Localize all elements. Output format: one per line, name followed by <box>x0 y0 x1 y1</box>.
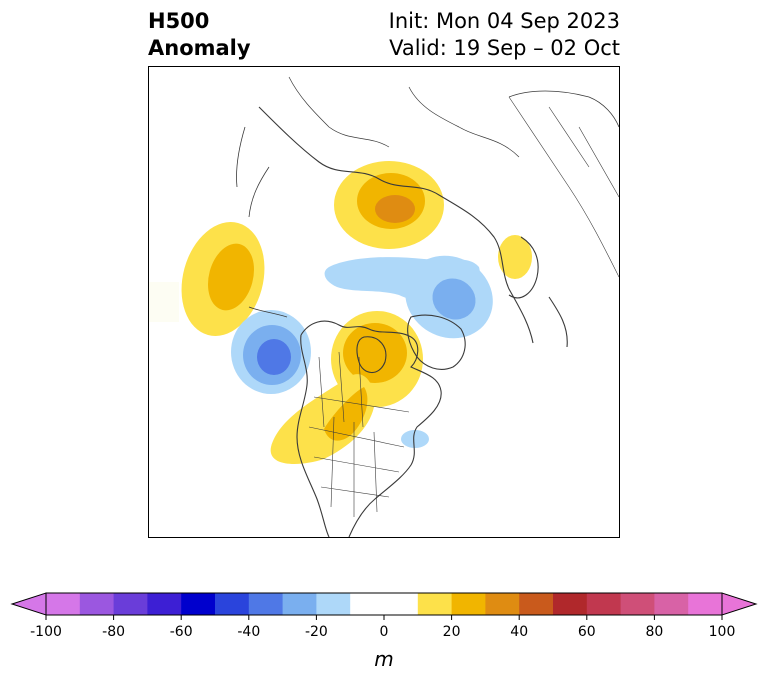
colorbar-cell <box>384 593 419 615</box>
valid-period: Valid: 19 Sep – 02 Oct <box>389 36 620 60</box>
colorbar-cell <box>316 593 351 615</box>
colorbar-tick-label: -60 <box>170 624 193 640</box>
anomaly-westus-positive <box>270 374 375 464</box>
colorbar-tick-label: -100 <box>30 624 62 640</box>
europe-borders <box>508 96 619 278</box>
title-left: H500 Anomaly <box>148 8 251 62</box>
colorbar-tick-label: 100 <box>709 624 736 640</box>
colorbar-tick-label: 60 <box>578 624 596 640</box>
asia-borders <box>288 76 520 158</box>
colorbar-cell <box>654 593 689 615</box>
colorbar-cell <box>688 593 723 615</box>
colorbar-cell <box>350 593 385 615</box>
colorbar-ticks: -100 -80 -60 -40 -20 0 20 40 60 80 100 <box>30 615 735 640</box>
europe-coast <box>508 236 568 348</box>
anomaly-map <box>148 66 620 538</box>
colorbar-cell <box>282 593 317 615</box>
colorbar-cell <box>113 593 148 615</box>
colorbar-cells <box>10 592 758 616</box>
colorbar-extend-under <box>10 592 47 616</box>
canada-province-lines <box>313 351 410 428</box>
title-anomaly: Anomaly <box>148 36 251 60</box>
anomaly-eastus-negative <box>401 430 429 448</box>
colorbar-cell <box>79 593 115 615</box>
anomaly-alaska-negative <box>231 310 311 394</box>
colorbar-cell <box>147 593 182 615</box>
colorbar-tick-label: -20 <box>305 624 328 640</box>
colorbar-tick-label: -40 <box>237 624 260 640</box>
colorbar-extend-over <box>721 592 758 616</box>
colorbar-tick-label: -80 <box>102 624 125 640</box>
colorbar-cell <box>519 593 554 615</box>
colorbar-cell <box>586 593 622 615</box>
colorbar-cell <box>553 593 588 615</box>
colorbar-cell <box>485 593 520 615</box>
colorbar-tick-label: 40 <box>510 624 528 640</box>
colorbar-tick-label: 20 <box>443 624 461 640</box>
greenland-coast <box>407 314 466 370</box>
hudson-bay-coast <box>356 336 387 374</box>
colorbar: -100 -80 -60 -40 -20 0 20 40 60 80 100 m <box>10 592 758 671</box>
title-right: Init: Mon 04 Sep 2023 Valid: 19 Sep – 02… <box>389 8 620 62</box>
eurasia-coast <box>258 106 534 344</box>
colorbar-cell <box>215 593 250 615</box>
colorbar-unit-label: m <box>374 647 393 671</box>
colorbar-tick-label: 0 <box>380 624 389 640</box>
na-coast-east <box>300 320 442 537</box>
colorbar-cell <box>248 593 284 615</box>
aleutians-coast <box>248 306 288 318</box>
title-variable: H500 <box>148 9 210 33</box>
init-date: Init: Mon 04 Sep 2023 <box>388 9 620 33</box>
colorbar-cell <box>46 593 81 615</box>
map-svg <box>149 76 619 537</box>
anomaly-greenland-negative <box>405 255 493 339</box>
anomaly-europe-positive <box>498 235 532 279</box>
coastlines <box>236 76 619 537</box>
east-asia-coast <box>236 126 270 218</box>
anomaly-siberia-positive <box>334 161 444 249</box>
colorbar-cell <box>417 593 453 615</box>
anomaly-pacific-positive <box>181 222 265 336</box>
map-edge-shade <box>149 282 179 322</box>
colorbar-cell <box>451 593 486 615</box>
na-coast-west <box>296 334 330 537</box>
africa-coast <box>508 90 619 128</box>
colorbar-cell <box>181 593 216 615</box>
colorbar-tick-label: 80 <box>645 624 663 640</box>
colorbar-cell <box>620 593 655 615</box>
us-state-lines <box>308 416 405 517</box>
